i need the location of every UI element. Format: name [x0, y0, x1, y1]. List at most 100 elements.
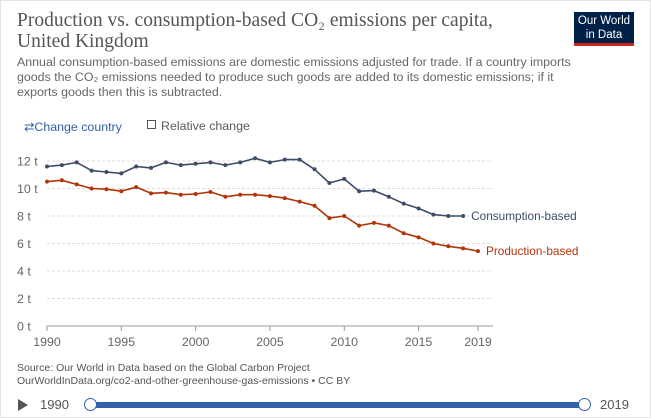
data-point — [342, 214, 347, 218]
data-point — [386, 223, 391, 228]
data-point — [253, 156, 258, 161]
data-point — [297, 157, 302, 162]
data-point — [74, 182, 79, 187]
x-tick-label: 1995 — [108, 335, 136, 349]
y-tick-label: 12 t — [17, 155, 38, 169]
data-point — [45, 179, 49, 184]
data-point — [401, 231, 406, 236]
data-point — [134, 164, 139, 169]
data-point — [357, 223, 362, 228]
logo-line-2: in Data — [585, 29, 623, 41]
timeline: 1990 2019 — [0, 392, 651, 418]
play-icon[interactable] — [18, 399, 28, 411]
source-line-2[interactable]: OurWorldInData.org/co2-and-other-greenho… — [17, 375, 351, 387]
chart-subtitle: Annual consumption-based emissions are d… — [17, 55, 571, 99]
x-tick-label: 1990 — [33, 335, 61, 349]
data-point — [178, 192, 183, 197]
data-point — [357, 189, 362, 194]
timeline-track[interactable] — [91, 402, 585, 408]
data-point — [386, 194, 391, 199]
x-tick-label: 2005 — [256, 335, 284, 349]
data-point — [119, 171, 124, 176]
series-line — [46, 157, 464, 217]
data-point — [342, 176, 347, 181]
data-point — [59, 163, 64, 168]
x-tick-label: 2010 — [330, 335, 358, 349]
data-point — [282, 157, 287, 162]
y-tick-label: 0 t — [17, 320, 31, 334]
data-point — [134, 185, 139, 190]
data-point — [431, 241, 436, 246]
data-point — [45, 164, 49, 169]
relative-change-toggle[interactable]: Relative change — [147, 119, 250, 133]
series-line — [46, 179, 479, 252]
data-point — [119, 189, 124, 194]
data-point — [312, 167, 317, 172]
owid-logo[interactable]: Our World in Data — [574, 12, 634, 46]
data-point — [149, 191, 154, 196]
logo-accent-bar — [574, 43, 634, 46]
timeline-start-handle[interactable] — [84, 398, 97, 411]
change-country-label: Change country — [34, 120, 122, 134]
data-point — [178, 163, 183, 168]
data-point — [89, 186, 94, 191]
data-point — [208, 160, 213, 165]
data-point — [416, 235, 421, 240]
data-point — [461, 246, 466, 251]
y-tick-label: 8 t — [17, 210, 31, 224]
data-point — [267, 194, 272, 199]
data-point — [327, 181, 332, 185]
timeline-start-label: 1990 — [40, 397, 69, 412]
data-point — [59, 178, 64, 183]
timeline-end-label: 2019 — [600, 397, 629, 412]
data-point — [193, 161, 198, 166]
data-point — [312, 203, 317, 208]
data-point — [476, 249, 480, 254]
data-point — [267, 160, 272, 165]
data-point — [163, 190, 168, 195]
data-point — [104, 170, 109, 174]
line-chart: 0 t 2 t 4 t 6 t 8 t 10 t 12 t 1990 1995 2000 2005 2… — [17, 155, 578, 350]
data-point — [193, 192, 198, 196]
x-tick-label: 2000 — [182, 335, 210, 349]
checkbox-icon[interactable] — [147, 120, 156, 129]
data-point — [371, 220, 376, 225]
data-point — [401, 201, 406, 206]
data-point — [74, 160, 79, 165]
data-point — [208, 189, 213, 194]
series-label: Consumption-based — [471, 209, 577, 223]
data-point — [297, 199, 302, 204]
x-tick-label: 2015 — [405, 335, 433, 349]
data-point — [327, 216, 332, 221]
data-point — [431, 212, 436, 217]
data-point — [223, 163, 228, 168]
timeline-end-handle[interactable] — [578, 398, 591, 411]
data-point — [446, 214, 451, 218]
y-tick-label: 6 t — [17, 237, 31, 251]
swap-arrows-icon: ⇄ — [24, 120, 35, 134]
data-point — [238, 192, 243, 197]
data-point — [89, 168, 94, 173]
logo-line-1: Our World — [577, 15, 631, 27]
data-point — [416, 206, 421, 211]
data-point — [282, 196, 287, 201]
y-tick-label: 10 t — [17, 182, 38, 196]
data-point — [223, 194, 228, 199]
x-tick-label: 2019 — [464, 335, 492, 349]
data-point — [163, 160, 168, 165]
change-country-button[interactable]: ⇄Change country — [24, 119, 122, 134]
data-point — [104, 187, 109, 192]
y-tick-label: 2 t — [17, 292, 31, 306]
data-point — [446, 244, 451, 249]
source-note: Source: Our World in Data based on the G… — [17, 362, 350, 388]
series-label: Production-based — [486, 244, 578, 258]
chart-title: Production vs. consumption-based CO₂ emi… — [17, 10, 493, 52]
source-line-1: Source: Our World in Data based on the G… — [17, 362, 310, 374]
data-point — [461, 214, 466, 218]
data-point — [371, 188, 376, 193]
data-point — [149, 165, 154, 170]
relative-change-label: Relative change — [161, 119, 250, 133]
data-point — [238, 160, 243, 165]
y-tick-label: 4 t — [17, 265, 31, 279]
data-point — [253, 192, 258, 197]
